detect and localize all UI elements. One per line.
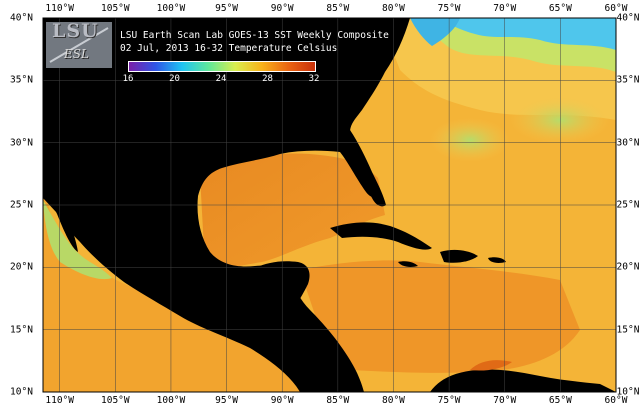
longitude-label-bottom: 60°W xyxy=(604,395,628,406)
cool-patch-2 xyxy=(510,96,610,144)
latitude-label-left: 35°N xyxy=(10,74,33,86)
latitude-label-right: 30°N xyxy=(616,137,640,149)
latitude-label-right: 20°N xyxy=(616,261,640,273)
temperature-colorbar xyxy=(128,61,316,72)
caribbean-sea xyxy=(300,260,580,373)
longitude-label-bottom: 70°W xyxy=(493,395,517,406)
longitude-label-bottom: 95°W xyxy=(215,395,239,406)
longitude-label-top: 95°W xyxy=(215,3,239,14)
longitude-label-top: 80°W xyxy=(382,3,405,14)
longitude-label-bottom: 100°W xyxy=(156,395,186,406)
eastern-pacific xyxy=(43,170,330,392)
cuba-island xyxy=(330,222,432,250)
longitude-label-bottom: 80°W xyxy=(382,395,405,406)
logo-text: LSU xyxy=(52,20,99,42)
longitude-label-bottom: 75°W xyxy=(437,395,461,406)
latitude-label-right: 15°N xyxy=(616,324,640,336)
logo-subtext: ESL xyxy=(64,47,89,61)
colorbar-tick-label: 16 xyxy=(122,74,134,84)
longitude-label-top: 75°W xyxy=(437,3,461,14)
map-frame xyxy=(42,17,617,393)
longitude-label-bottom: 85°W xyxy=(326,395,350,406)
longitude-label-top: 90°W xyxy=(270,3,294,14)
florida-peninsula xyxy=(350,130,386,207)
latitude-label-left: 10°N xyxy=(10,386,33,398)
longitude-label-bottom: 105°W xyxy=(101,395,130,406)
latitude-label-right: 40°N xyxy=(616,12,640,24)
longitude-label-top: 100°W xyxy=(156,3,186,14)
latitude-label-left: 40°N xyxy=(10,12,33,24)
longitude-label-top: 105°W xyxy=(101,3,130,14)
map-subtitle: 02 Jul, 2013 16-32 Temperature Celsius xyxy=(120,43,338,54)
longitude-label-bottom: 90°W xyxy=(270,395,294,406)
baja-california xyxy=(43,175,78,252)
latitude-label-left: 15°N xyxy=(10,324,33,336)
longitude-label-top: 85°W xyxy=(326,3,350,14)
north-america-land xyxy=(43,18,410,392)
longitude-label-bottom: 65°W xyxy=(548,395,572,406)
longitude-label-top: 70°W xyxy=(493,3,517,14)
hispaniola-island xyxy=(440,249,478,263)
latitude-label-left: 30°N xyxy=(10,137,33,149)
venezuela-coast-warm xyxy=(470,360,512,371)
longitude-label-top: 65°W xyxy=(548,3,572,14)
coldest-north-band xyxy=(440,18,616,50)
map-title: LSU Earth Scan Lab GOES-13 SST Weekly Co… xyxy=(120,30,389,41)
jamaica-island xyxy=(398,261,418,267)
colorbar-tick-label: 32 xyxy=(308,74,320,84)
longitude-label-bottom: 110°W xyxy=(45,395,74,406)
latitude-label-left: 25°N xyxy=(10,199,33,211)
south-america-land xyxy=(430,369,616,392)
longitude-label-top: 60°W xyxy=(604,3,628,14)
latitude-label-right: 10°N xyxy=(616,386,640,398)
puerto-rico-island xyxy=(488,257,506,263)
latitude-label-left: 20°N xyxy=(10,261,33,273)
esl-logo xyxy=(46,22,112,68)
colorbar-tick-label: 20 xyxy=(169,74,180,84)
latitude-label-right: 25°N xyxy=(616,199,640,211)
gulf-of-mexico xyxy=(200,153,385,269)
longitude-label-top: 110°W xyxy=(45,3,74,14)
cool-patch-1 xyxy=(430,118,510,162)
latitude-label-right: 35°N xyxy=(616,74,640,86)
colorbar-tick-label: 28 xyxy=(262,74,273,84)
coldest-shelf xyxy=(410,18,460,46)
pacific-coastal-cool xyxy=(43,200,112,280)
colorbar-tick-label: 24 xyxy=(215,74,227,84)
